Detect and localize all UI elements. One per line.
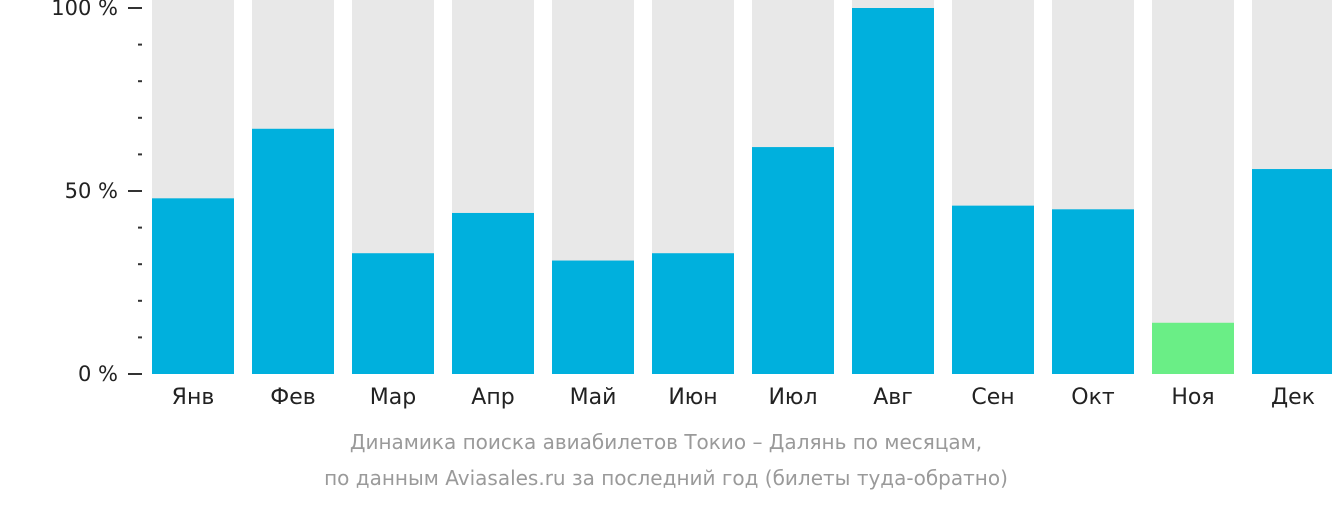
bar-2	[252, 128, 334, 374]
y-tick-label: 100 %	[51, 0, 118, 20]
x-tick-label: Июл	[768, 385, 817, 410]
bar-11	[1152, 322, 1234, 374]
x-tick-label: Янв	[172, 385, 215, 410]
bar-7	[752, 147, 834, 374]
x-tick-label: Апр	[471, 385, 514, 410]
x-tick-label: Авг	[873, 385, 913, 410]
x-tick-label: Мар	[370, 385, 416, 410]
y-tick-label: 50 %	[65, 179, 118, 203]
bar-8	[852, 8, 934, 374]
bar-12	[1252, 169, 1332, 374]
bar-5	[552, 260, 634, 374]
bar-1	[152, 198, 234, 374]
chart-caption-line-1: Динамика поиска авиабилетов Токио – Даля…	[349, 430, 983, 454]
bar-4	[452, 212, 534, 374]
x-tick-label: Окт	[1071, 385, 1115, 410]
bar-track-11	[1152, 0, 1234, 374]
bar-10	[1052, 209, 1134, 374]
bar-9	[952, 205, 1034, 374]
chart-caption-line-2: по данным Aviasales.ru за последний год …	[324, 466, 1008, 490]
x-tick-label: Май	[570, 385, 617, 410]
x-tick-label: Фев	[270, 385, 315, 410]
x-tick-label: Дек	[1271, 385, 1315, 410]
bar-3	[352, 253, 434, 374]
x-tick-label: Июн	[668, 385, 717, 410]
x-tick-label: Ноя	[1171, 385, 1214, 410]
bar-6	[652, 253, 734, 374]
y-tick-label: 0 %	[78, 362, 118, 386]
x-tick-label: Сен	[971, 385, 1014, 410]
